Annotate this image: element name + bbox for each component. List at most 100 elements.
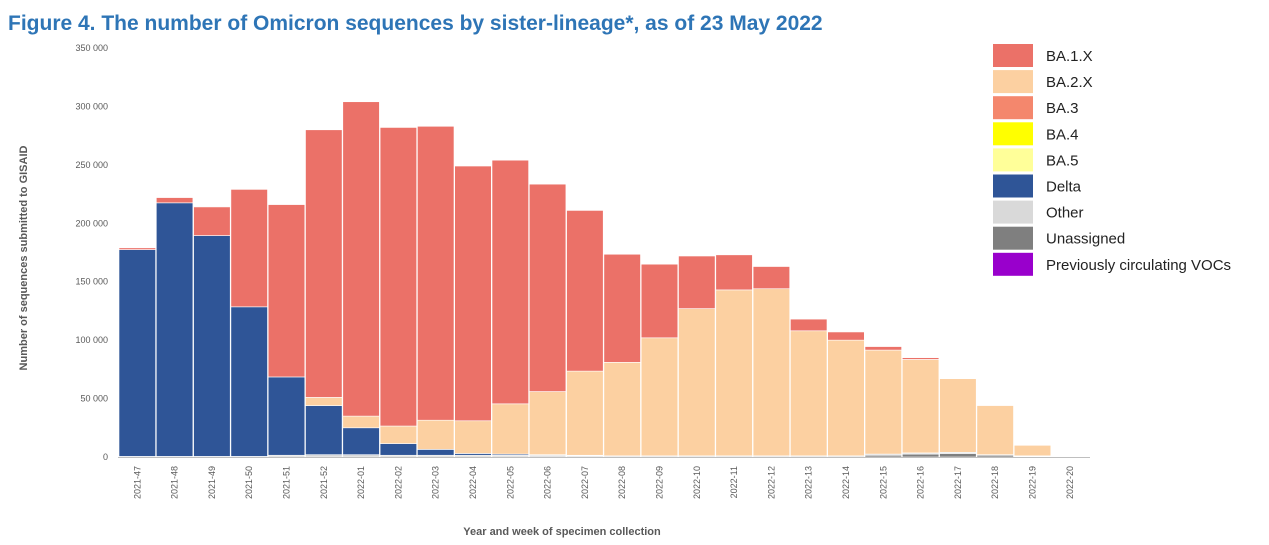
bar-segment-ba-2-x xyxy=(827,339,865,457)
legend-label: Unassigned xyxy=(1046,231,1125,248)
legend-swatch xyxy=(993,226,1033,250)
legend-swatch xyxy=(993,148,1033,172)
x-tick-label: 2022-08 xyxy=(617,466,627,499)
bar-segment-delta xyxy=(305,405,343,455)
x-tick-label: 2021-48 xyxy=(170,466,180,499)
legend-swatch xyxy=(993,174,1033,198)
bar-segment-ba-1-x xyxy=(342,101,380,417)
legend-label: Previously circulating VOCs xyxy=(1046,257,1231,274)
x-tick-label: 2022-20 xyxy=(1065,466,1075,499)
legend-label: BA.4 xyxy=(1046,126,1079,143)
bar-segment-delta xyxy=(417,449,455,456)
legend-swatch xyxy=(993,122,1033,146)
bar-segment-ba-2-x xyxy=(790,330,828,457)
bar-segment-ba-2-x xyxy=(491,403,529,455)
x-tick-label: 2022-01 xyxy=(356,466,366,499)
bar-segment-delta xyxy=(379,443,418,456)
bar-segment-ba-2-x xyxy=(417,419,455,450)
x-tick-label: 2022-13 xyxy=(804,466,814,499)
x-tick-label: 2022-19 xyxy=(1028,466,1038,499)
y-tick-label: 350 000 xyxy=(75,43,108,53)
bar-segment-ba-1-x xyxy=(267,204,306,378)
y-axis-label: Number of sequences submitted to GISAID xyxy=(18,145,30,370)
bar-segment-ba-1-x xyxy=(305,129,343,398)
bar-segment-ba-1-x xyxy=(864,346,902,351)
bar-segment-delta xyxy=(267,376,306,456)
bar-segment-ba-2-x xyxy=(901,359,940,454)
x-tick-label: 2022-16 xyxy=(916,466,926,499)
bar-segment-ba-2-x xyxy=(305,397,343,406)
x-tick-label: 2022-10 xyxy=(692,466,702,499)
y-tick-label: 300 000 xyxy=(75,101,108,111)
bar-segment-ba-1-x xyxy=(454,165,492,422)
bar-segment-ba-1-x xyxy=(603,253,641,363)
bar-segment-ba-1-x xyxy=(640,263,679,339)
legend-swatch xyxy=(993,200,1033,224)
bar-segment-other xyxy=(342,454,380,458)
x-tick-label: 2021-47 xyxy=(132,466,142,499)
legend-swatch xyxy=(993,44,1033,67)
bar-segment-ba-1-x xyxy=(118,247,156,250)
bar-segment-ba-1-x xyxy=(827,331,865,341)
legend-label: BA.5 xyxy=(1046,152,1079,169)
bar-segment-ba-1-x xyxy=(939,377,977,379)
x-tick-label: 2021-52 xyxy=(319,466,329,499)
y-tick-label: 150 000 xyxy=(75,277,108,287)
x-tick-label: 2022-12 xyxy=(766,466,776,499)
bar-segment-delta xyxy=(230,306,268,457)
legend-swatch xyxy=(993,96,1033,120)
legend-label: Other xyxy=(1046,205,1084,222)
bar-segment-ba-1-x xyxy=(156,197,194,204)
x-tick-label: 2021-49 xyxy=(207,466,217,499)
y-tick-label: 200 000 xyxy=(75,218,108,228)
bar-segment-ba-2-x xyxy=(379,425,418,444)
bar-segment-ba-1-x xyxy=(491,159,529,405)
bar-segment-ba-1-x xyxy=(379,127,418,427)
legend-swatch xyxy=(993,70,1033,94)
bar-segment-delta xyxy=(193,235,231,457)
x-tick-label: 2022-15 xyxy=(878,466,888,499)
x-tick-label: 2021-50 xyxy=(244,466,254,499)
x-tick-label: 2022-09 xyxy=(655,466,665,499)
bar-segment-ba-2-x xyxy=(640,337,679,457)
y-tick-label: 0 xyxy=(103,452,108,462)
bar-segment-ba-2-x xyxy=(939,378,977,453)
bar-segment-delta xyxy=(156,202,194,457)
bar-segment-delta xyxy=(118,249,156,457)
x-tick-label: 2022-05 xyxy=(505,466,515,499)
x-tick-label: 2022-11 xyxy=(729,466,739,498)
bar-segment-ba-2-x xyxy=(864,349,902,455)
x-tick-label: 2022-18 xyxy=(990,466,1000,499)
legend-label: Delta xyxy=(1046,179,1082,196)
bar-segment-ba-1-x xyxy=(566,210,604,372)
bar-segment-ba-2-x xyxy=(715,289,753,457)
y-tick-label: 50 000 xyxy=(80,394,108,404)
bar-segment-delta xyxy=(342,427,380,455)
x-tick-label: 2022-02 xyxy=(393,466,403,499)
bar-segment-other xyxy=(305,454,343,458)
chart-title: Figure 4. The number of Omicron sequence… xyxy=(8,12,823,35)
bar-segment-ba-2-x xyxy=(342,415,380,429)
bar-segment-ba-2-x xyxy=(454,420,492,454)
x-tick-label: 2022-07 xyxy=(580,466,590,499)
bar-segment-ba-1-x xyxy=(230,189,268,308)
bar-segment-ba-1-x xyxy=(790,318,828,332)
bar-segment-ba-1-x xyxy=(715,254,753,291)
bar-segment-ba-2-x xyxy=(566,370,604,456)
x-tick-label: 2022-06 xyxy=(543,466,553,499)
bar-segment-ba-1-x xyxy=(752,266,790,290)
y-tick-label: 100 000 xyxy=(75,335,108,345)
bar-segment-ba-2-x xyxy=(528,391,567,455)
bar-segment-ba-2-x xyxy=(678,308,716,457)
x-tick-label: 2022-04 xyxy=(468,466,478,499)
bar-segment-ba-1-x xyxy=(528,183,567,392)
x-axis-ticks: 2021-47 2021-48 2021-49 2021-50 2021-51 2021-… xyxy=(132,466,1075,499)
bar-stacks xyxy=(118,101,1052,458)
legend-label: BA.3 xyxy=(1046,100,1079,117)
x-axis-label: Year and week of specimen collection xyxy=(463,526,661,538)
legend-label: BA.1.X xyxy=(1046,48,1093,65)
bar-segment-ba-1-x xyxy=(901,357,940,360)
x-tick-label: 2022-14 xyxy=(841,466,851,499)
bar-segment-unassigned xyxy=(901,453,940,458)
